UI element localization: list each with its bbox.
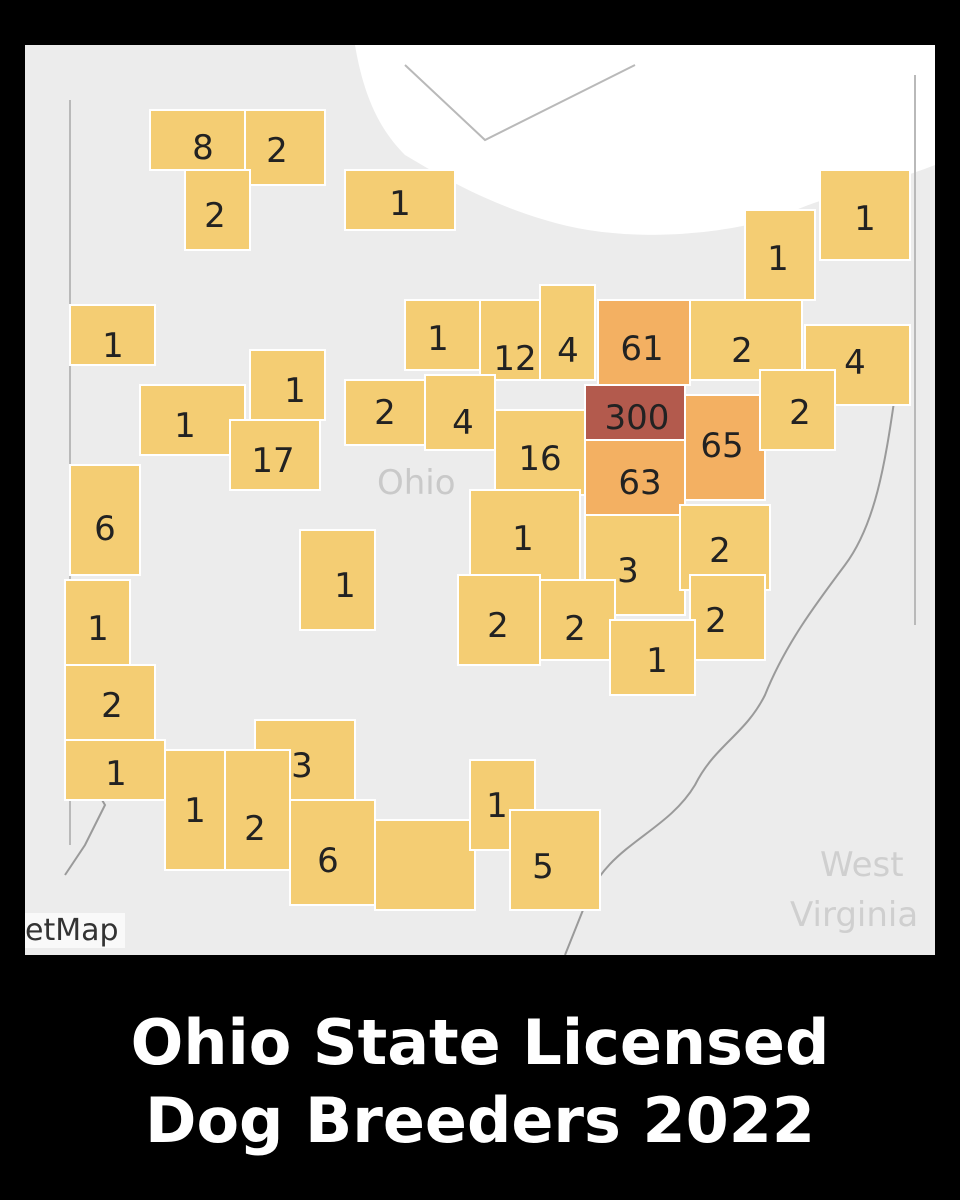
- county-value-label: 4: [557, 331, 579, 371]
- county-value-label: 1: [854, 199, 876, 239]
- county-shape: [244, 109, 326, 186]
- county-shape: [689, 299, 803, 381]
- county-value-label: 2: [101, 686, 123, 726]
- title-line-1: Ohio State Licensed: [130, 1006, 830, 1079]
- county-value-label: 1: [284, 371, 306, 411]
- county-shape: [184, 169, 251, 251]
- county-value-label: 12: [493, 339, 536, 379]
- county-value-label: 2: [487, 606, 509, 646]
- county-value-label: 1: [427, 319, 449, 359]
- county-value-label: 2: [374, 393, 396, 433]
- county-shape: [139, 384, 246, 456]
- county-shape: [689, 574, 766, 661]
- county-shape: [684, 394, 766, 501]
- county-shape: [597, 299, 691, 386]
- county-shape: [469, 489, 581, 581]
- county-shape: [819, 169, 911, 261]
- county-shape: [344, 379, 426, 446]
- county-shape: [744, 209, 816, 301]
- county-value-label: 63: [618, 463, 661, 503]
- county-value-label: 1: [184, 791, 206, 831]
- state-label: Ohio: [377, 463, 456, 503]
- county-value-label: 1: [512, 519, 534, 559]
- county-value-label: 2: [705, 601, 727, 641]
- county-shape: [584, 439, 686, 516]
- county-value-label: 3: [617, 551, 639, 591]
- county-value-label: 3: [291, 746, 313, 786]
- county-shape: [539, 579, 616, 661]
- county-shape: [224, 749, 291, 871]
- county-shape: [494, 409, 586, 496]
- county-shape: [69, 464, 141, 576]
- county-value-label: 2: [731, 331, 753, 371]
- county-value-label: 1: [334, 566, 356, 606]
- county-value-label: 2: [564, 609, 586, 649]
- county-value-label: 8: [192, 128, 214, 168]
- county-shape: [344, 169, 456, 231]
- county-shape: [509, 809, 601, 911]
- county-shape: [374, 819, 476, 911]
- county-value-label: 2: [789, 393, 811, 433]
- county-value-label: 1: [389, 184, 411, 224]
- county-value-label: 61: [620, 329, 663, 369]
- county-value-label: 1: [174, 406, 196, 446]
- county-value-label: 5: [532, 847, 554, 887]
- county-shape: [759, 369, 836, 451]
- lake-erie: [355, 45, 935, 235]
- county-value-label: 4: [452, 403, 474, 443]
- county-shape: [69, 304, 156, 366]
- county-shape: [229, 419, 321, 491]
- county-value-label: 2: [266, 131, 288, 171]
- county-value-label: 1: [646, 641, 668, 681]
- county-shape: [404, 299, 481, 371]
- map-attribution[interactable]: etMap: [25, 913, 125, 948]
- county-value-label: 1: [87, 609, 109, 649]
- choropleth-map[interactable]: 8 2 2 1 1 1 1 1 12 4 61 2 4 1 1 2 4 300 65 2 17 16 63 6 1 3 2 1 1 2 2 2…: [25, 45, 935, 955]
- county-shape: [457, 574, 541, 666]
- county-shape: [539, 284, 596, 381]
- county-value-label: 2: [204, 196, 226, 236]
- county-value-label: 1: [486, 786, 508, 826]
- county-shape: [289, 799, 376, 906]
- county-value-label: 17: [251, 441, 294, 481]
- county-value-label: 2: [244, 809, 266, 849]
- county-shape: [424, 374, 496, 451]
- county-value-label: 1: [102, 326, 124, 366]
- county-value-label: 16: [518, 439, 561, 479]
- county-value-label: 4: [844, 343, 866, 383]
- ohio-river-border: [564, 394, 896, 955]
- county-value-label: 6: [317, 841, 339, 881]
- county-value-label: 1: [105, 754, 127, 794]
- county-shape: [609, 619, 696, 696]
- county-value-label: 2: [709, 531, 731, 571]
- county-shape: [249, 349, 326, 421]
- county-shape: [299, 529, 376, 631]
- neighbor-label-line1: West: [820, 845, 904, 885]
- county-value-label: 1: [767, 239, 789, 279]
- neighbor-label-line2: Virginia: [790, 895, 919, 935]
- county-value-label: 300: [605, 398, 670, 438]
- county-shape: [64, 579, 131, 671]
- county-value-label: 6: [94, 509, 116, 549]
- county-value-label: 65: [700, 426, 743, 466]
- county-shape: [164, 749, 231, 871]
- title-line-2: Dog Breeders 2022: [144, 1084, 815, 1157]
